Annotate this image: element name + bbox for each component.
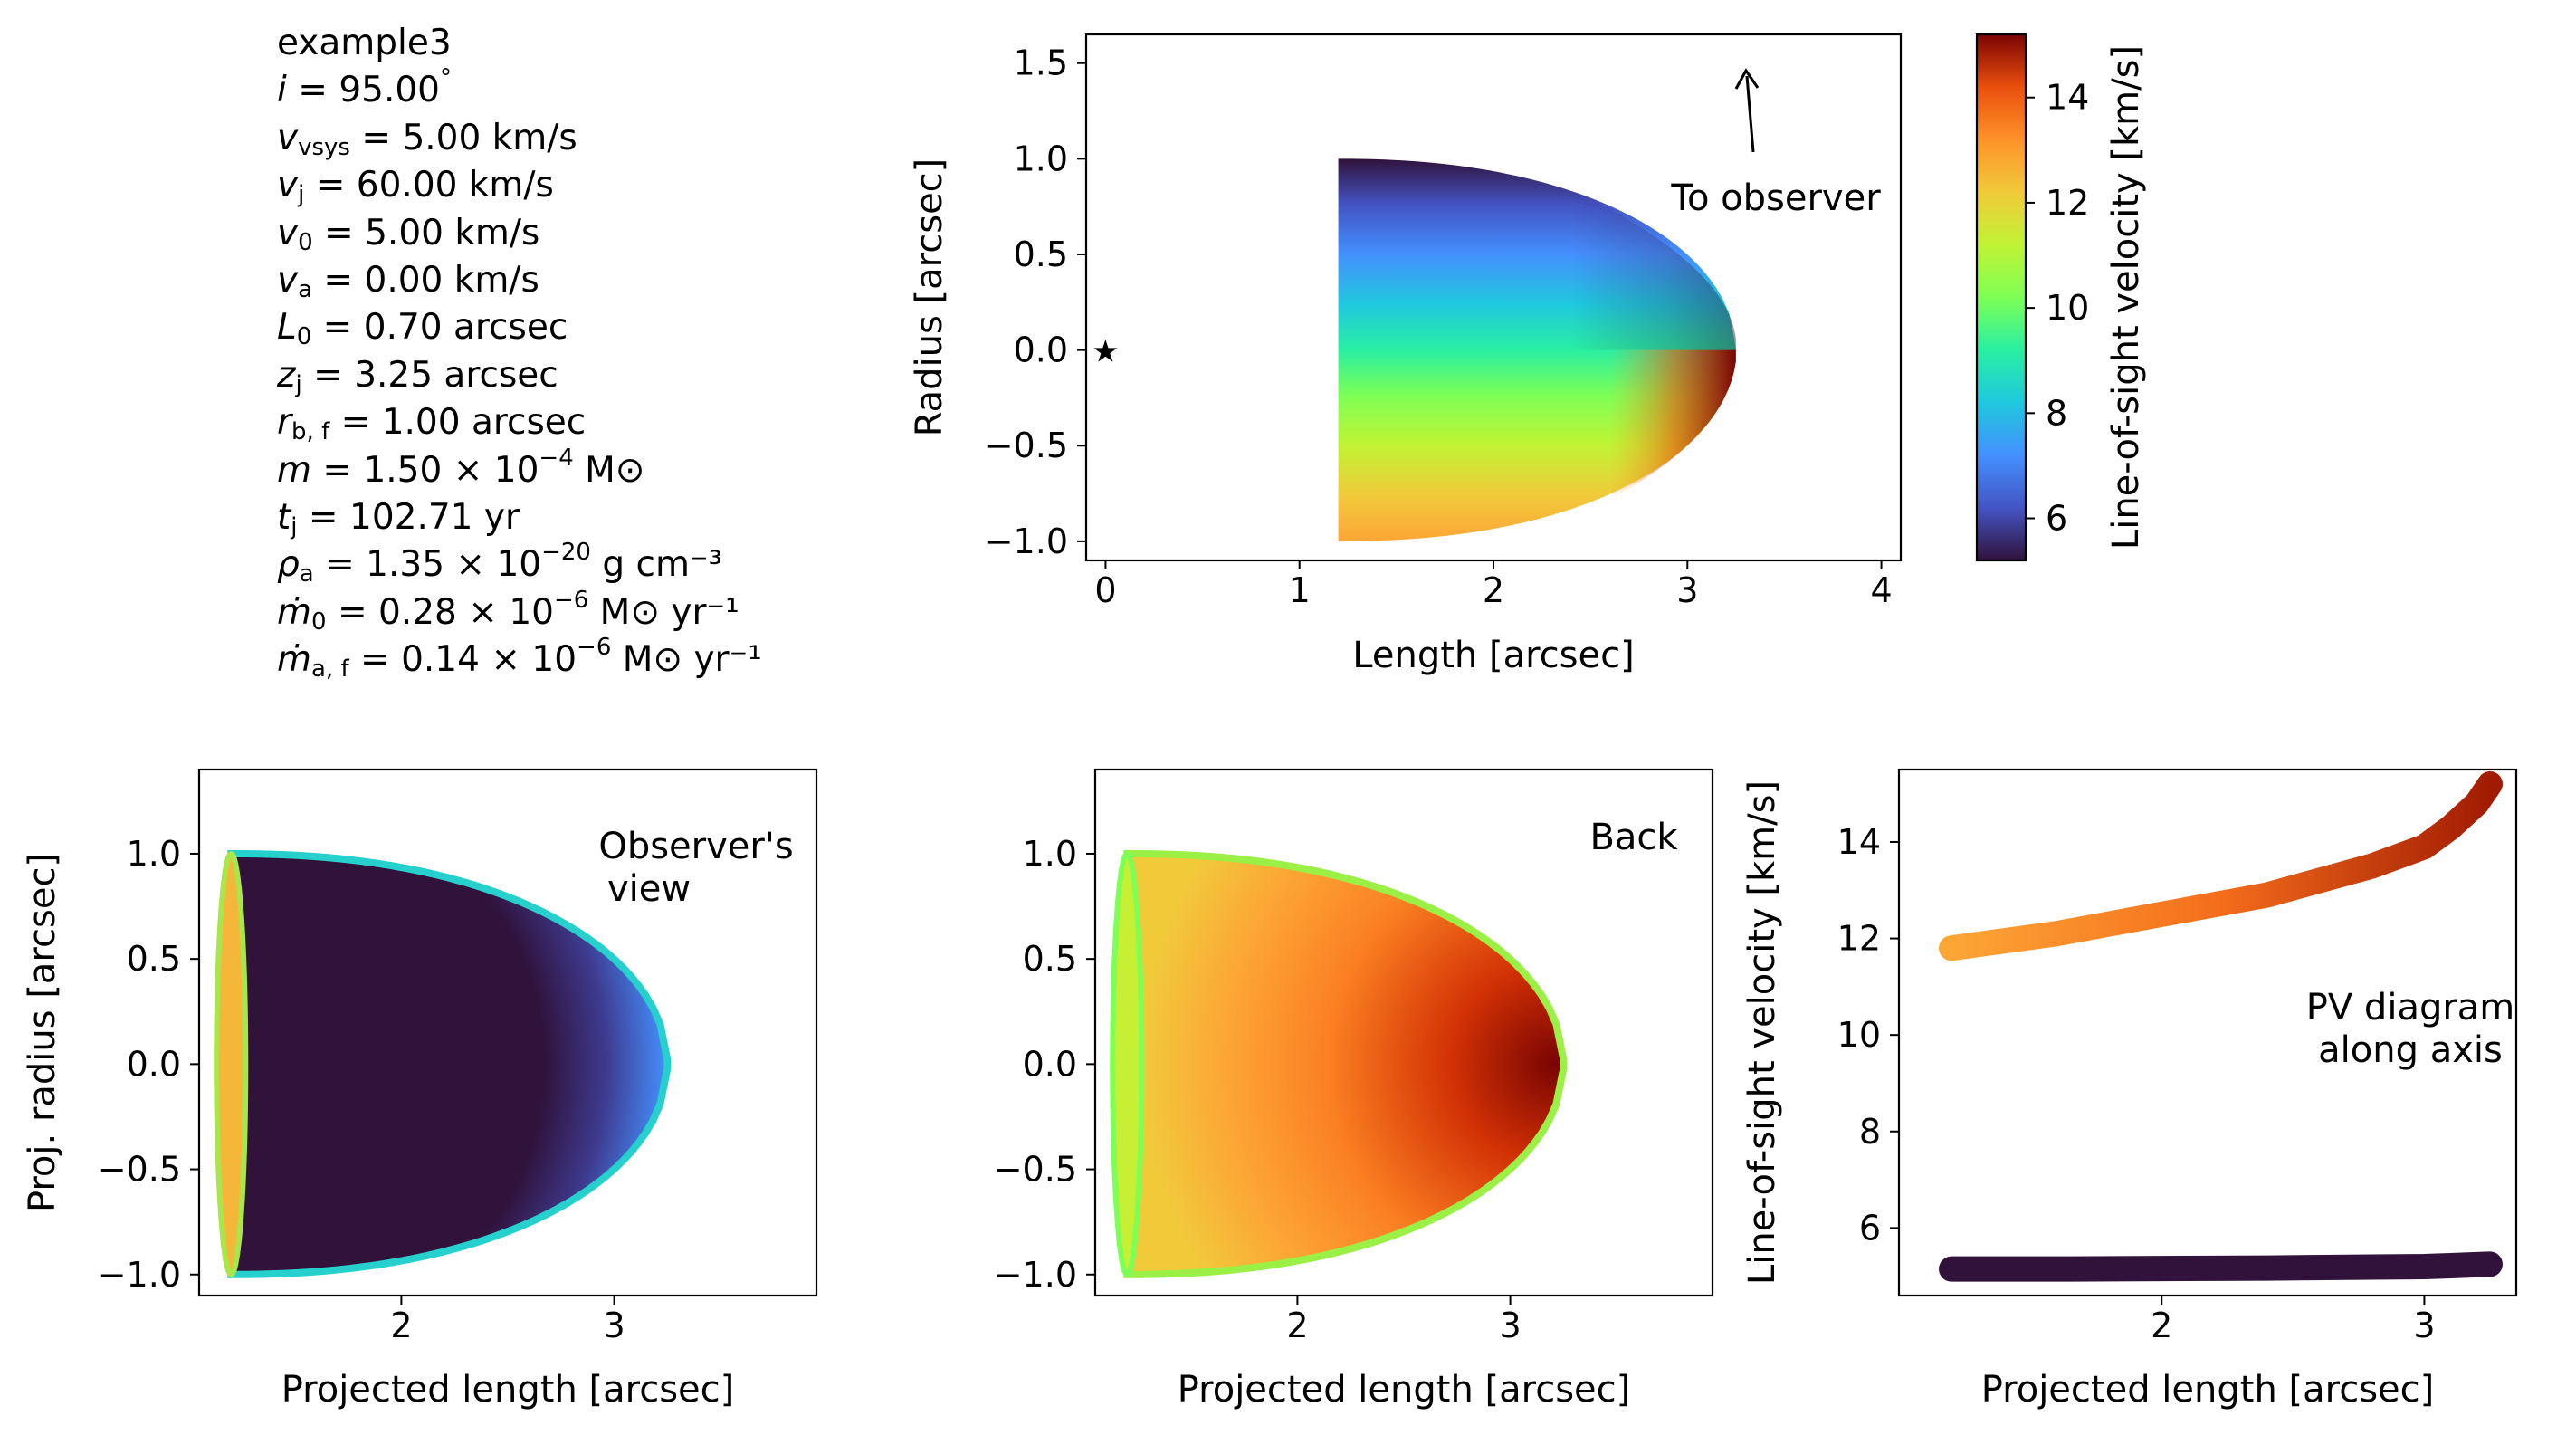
colorbar-tick-label: 8 bbox=[2046, 393, 2067, 433]
axes-frame bbox=[1093, 768, 1714, 1297]
colorbar-tick-label: 12 bbox=[2046, 183, 2089, 223]
y-tick-label: 1.5 bbox=[1014, 43, 1068, 83]
parameter-line: vj = 60.00 km/s bbox=[277, 165, 554, 209]
observer-arrow-head bbox=[1734, 68, 1760, 90]
colorbar-label: Line-of-sight velocity [km/s] bbox=[2105, 45, 2147, 550]
x-tick-label: 1 bbox=[1289, 570, 1311, 610]
y-tick-label: 0.5 bbox=[1023, 939, 1077, 979]
parameter-line: m = 1.50 × 10−4 M⊙ bbox=[277, 444, 645, 491]
parameter-line: tj = 102.71 yr bbox=[277, 496, 520, 541]
colorbar-tick-label: 14 bbox=[2046, 78, 2089, 118]
y-tick-label: −1.0 bbox=[98, 1255, 181, 1295]
y-tick-label: −0.5 bbox=[994, 1150, 1077, 1190]
parameter-line: ṁ0 = 0.28 × 10−6 M⊙ yr⁻¹ bbox=[277, 586, 739, 636]
parameter-line: ρa = 1.35 × 10−20 g cm⁻³ bbox=[277, 539, 723, 588]
colorbar-tick-label: 10 bbox=[2046, 288, 2089, 328]
shell-redshift-tip bbox=[1609, 349, 1736, 500]
parameter-line: vvsys = 5.00 km/s bbox=[277, 117, 577, 161]
back-edge bbox=[1110, 850, 1145, 1277]
x-tick-label: 0 bbox=[1094, 570, 1116, 610]
x-tick-label: 3 bbox=[1676, 570, 1698, 610]
parameter-line: v0 = 5.00 km/s bbox=[277, 212, 540, 256]
colorbar bbox=[1975, 33, 2027, 562]
front-surface bbox=[227, 849, 672, 1278]
x-tick-label: 2 bbox=[390, 1306, 412, 1345]
y-tick-label: 10 bbox=[1837, 1015, 1881, 1055]
star-marker: ★ bbox=[1092, 334, 1119, 370]
shell-blueshift-tip bbox=[1570, 189, 1736, 350]
axes-frame bbox=[1897, 768, 2518, 1297]
parameter-line: ṁa, f = 0.14 × 10−6 M⊙ yr⁻¹ bbox=[277, 634, 762, 684]
x-axis-label: Length [arcsec] bbox=[1352, 635, 1634, 676]
y-tick-label: 1.0 bbox=[1014, 139, 1068, 178]
observer-annotation: To observer bbox=[1670, 177, 1881, 219]
x-tick-label: 3 bbox=[1499, 1306, 1521, 1345]
parameter-line: rb, f = 1.00 arcsec bbox=[277, 402, 587, 446]
y-axis-label: Line-of-sight velocity [km/s] bbox=[1741, 780, 1783, 1285]
y-tick-label: 0.0 bbox=[1014, 330, 1068, 370]
y-axis-label: Proj. radius [arcsec] bbox=[22, 853, 63, 1212]
panel-annotation: view bbox=[607, 868, 691, 910]
y-tick-label: 0.5 bbox=[1014, 234, 1068, 274]
panel-annotation: Back bbox=[1589, 817, 1678, 858]
pv-series bbox=[1939, 1251, 2503, 1282]
model-name: example3 bbox=[277, 23, 452, 63]
x-tick-label: 2 bbox=[1483, 570, 1504, 610]
x-tick-label: 3 bbox=[2413, 1306, 2435, 1345]
y-tick-label: −0.5 bbox=[985, 426, 1068, 465]
x-tick-label: 2 bbox=[2151, 1306, 2172, 1345]
colorbar-tick-label: 6 bbox=[2046, 499, 2067, 539]
y-tick-label: 1.0 bbox=[1023, 834, 1077, 874]
back-surface bbox=[1123, 849, 1568, 1278]
x-axis-label: Projected length [arcsec] bbox=[281, 1369, 735, 1411]
y-tick-label: 12 bbox=[1837, 919, 1881, 959]
x-axis-label: Projected length [arcsec] bbox=[1178, 1369, 1631, 1411]
parameter-line: i = 95.00° bbox=[277, 64, 452, 111]
x-tick-label: 2 bbox=[1286, 1306, 1308, 1345]
x-axis-label: Projected length [arcsec] bbox=[1981, 1369, 2435, 1411]
y-tick-label: 6 bbox=[1859, 1208, 1881, 1248]
y-tick-label: 1.0 bbox=[127, 834, 181, 874]
parameter-line: va = 0.00 km/s bbox=[277, 259, 539, 303]
y-tick-label: 0.0 bbox=[1023, 1044, 1077, 1084]
front-edge bbox=[214, 850, 249, 1277]
y-tick-label: −1.0 bbox=[985, 521, 1068, 561]
parameter-list: example3 i = 95.00° vvsys = 5.00 km/s vj =… bbox=[277, 20, 762, 684]
y-tick-label: −1.0 bbox=[994, 1255, 1077, 1295]
y-tick-label: 8 bbox=[1859, 1112, 1881, 1152]
y-tick-label: −0.5 bbox=[98, 1150, 181, 1190]
observer-arrow bbox=[1745, 75, 1755, 153]
pv-series bbox=[1939, 770, 2503, 961]
y-axis-label: Radius [arcsec] bbox=[909, 158, 950, 437]
x-tick-label: 4 bbox=[1870, 570, 1892, 610]
parameter-line: L0 = 0.70 arcsec bbox=[277, 307, 568, 351]
panel-annotation: along axis bbox=[2318, 1029, 2503, 1071]
y-tick-label: 14 bbox=[1837, 822, 1881, 862]
y-tick-label: 0.5 bbox=[127, 939, 181, 979]
parameter-line: zj = 3.25 arcsec bbox=[277, 354, 558, 398]
panel-annotation: PV diagram bbox=[2306, 987, 2515, 1028]
x-tick-label: 3 bbox=[603, 1306, 625, 1345]
panel-annotation: Observer's bbox=[598, 826, 793, 867]
y-tick-label: 0.0 bbox=[127, 1044, 181, 1084]
axes-frame bbox=[197, 768, 818, 1297]
